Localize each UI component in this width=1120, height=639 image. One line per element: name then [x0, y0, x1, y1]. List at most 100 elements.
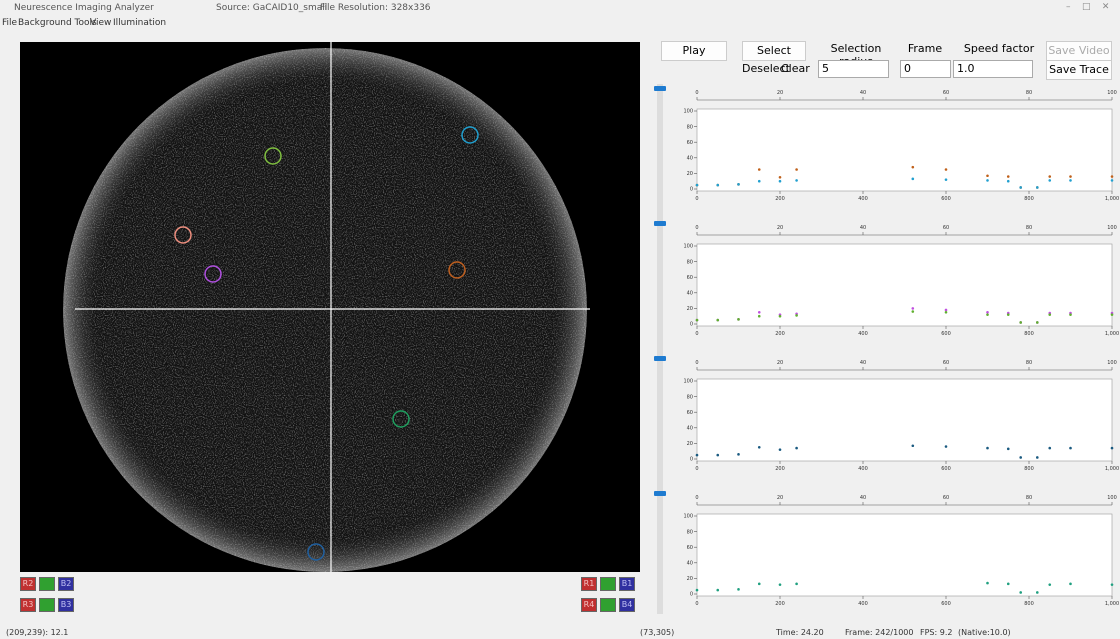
channel-button[interactable] — [39, 598, 55, 612]
cursor-readout: (209,239): 12.1 — [6, 628, 68, 637]
trace-point — [1019, 321, 1022, 324]
x-tick-label: 200 — [775, 196, 785, 202]
trace-point — [696, 319, 699, 322]
y-tick-label: 20 — [687, 441, 693, 447]
trace-point — [1069, 583, 1072, 586]
selection-radius-input[interactable]: 5 — [818, 60, 889, 78]
channel-button[interactable]: R2 — [20, 577, 36, 591]
channel-button[interactable] — [600, 577, 616, 591]
image-view[interactable] — [20, 42, 640, 572]
window-title: Neurescence Imaging Analyzer — [14, 3, 154, 13]
x-tick-label: 1,000 — [1105, 466, 1119, 472]
trace-point — [758, 315, 761, 318]
trace-point — [1036, 186, 1039, 189]
top-tick-label: 0 — [695, 225, 698, 231]
y-tick-label: 20 — [687, 171, 693, 177]
trace-point — [716, 589, 719, 592]
y-tick-label: 60 — [687, 140, 693, 146]
trace-point — [945, 445, 948, 448]
trace-point — [1007, 313, 1010, 316]
trace-point — [716, 184, 719, 187]
trace-point — [986, 179, 989, 182]
top-tick-label: 80 — [1026, 90, 1032, 96]
trace-point — [1069, 313, 1072, 316]
trace-point — [737, 588, 740, 591]
trace-point — [795, 179, 798, 182]
top-tick-label: 20 — [777, 360, 783, 366]
select-button[interactable]: Select — [742, 41, 806, 61]
top-tick-label: 80 — [1026, 360, 1032, 366]
frame-input[interactable]: 0 — [900, 60, 951, 78]
roi-readout: (73,305) — [640, 628, 674, 637]
trace-point — [1048, 583, 1051, 586]
native-fps-readout: (Native:10.0) — [958, 628, 1011, 637]
channel-button[interactable] — [600, 598, 616, 612]
trace-point — [758, 583, 761, 586]
trace-point — [945, 311, 948, 314]
trace-point — [945, 309, 948, 312]
channel-button[interactable]: B1 — [619, 577, 635, 591]
save-trace-button[interactable]: Save Trace — [1046, 60, 1112, 80]
top-tick-label: 60 — [943, 360, 949, 366]
channel-button[interactable] — [39, 577, 55, 591]
clear-button[interactable]: Clear — [781, 60, 805, 78]
trace-point — [1111, 583, 1114, 586]
trace-point — [1036, 591, 1039, 594]
speed-factor-label: Speed factor — [960, 42, 1038, 55]
channel-button[interactable]: R1 — [581, 577, 597, 591]
menu-item[interactable]: View — [90, 18, 111, 28]
x-tick-label: 600 — [941, 601, 951, 607]
y-tick-label: 0 — [690, 592, 693, 598]
trace-point — [696, 589, 699, 592]
trace-point — [1048, 175, 1051, 178]
trace-point — [1069, 175, 1072, 178]
x-tick-label: 0 — [695, 331, 698, 337]
trace-point — [795, 447, 798, 450]
frame-label: Frame — [900, 42, 950, 55]
speed-factor-input[interactable]: 1.0 — [953, 60, 1033, 78]
time-readout: Time: 24.20 — [776, 628, 824, 637]
y-tick-label: 80 — [687, 394, 693, 400]
trace-point — [779, 448, 782, 451]
trace-point — [1048, 179, 1051, 182]
menu-item[interactable]: File — [2, 18, 17, 28]
trace-point — [758, 446, 761, 449]
top-tick-label: 80 — [1026, 225, 1032, 231]
trace-point — [716, 454, 719, 457]
top-tick-label: 40 — [860, 360, 866, 366]
channel-button[interactable]: R3 — [20, 598, 36, 612]
deselect-button[interactable]: Deselect — [742, 60, 779, 78]
trace-point — [986, 447, 989, 450]
y-tick-label: 100 — [683, 109, 693, 115]
trace-point — [779, 315, 782, 318]
top-tick-label: 40 — [860, 225, 866, 231]
play-button[interactable]: Play — [661, 41, 727, 61]
trace-point — [1007, 448, 1010, 451]
plot-area — [697, 109, 1112, 191]
save-video-button[interactable]: Save Video — [1046, 41, 1112, 61]
menu-item[interactable]: Background Tools — [18, 18, 97, 28]
menu-item[interactable]: Illumination — [113, 18, 166, 28]
window-controls[interactable]: – □ ✕ — [1066, 2, 1109, 12]
trace-point — [795, 583, 798, 586]
trace-point — [1111, 313, 1114, 316]
x-tick-label: 600 — [941, 466, 951, 472]
channel-button[interactable]: R4 — [581, 598, 597, 612]
channel-button[interactable]: B3 — [58, 598, 74, 612]
fps-readout: FPS: 9.2 — [920, 628, 952, 637]
trace-point — [945, 168, 948, 171]
trace-point — [737, 183, 740, 186]
x-tick-label: 1,000 — [1105, 196, 1119, 202]
channel-button[interactable]: B4 — [619, 598, 635, 612]
top-tick-label: 60 — [943, 225, 949, 231]
top-tick-label: 20 — [777, 225, 783, 231]
y-tick-label: 80 — [687, 124, 693, 130]
y-tick-label: 20 — [687, 576, 693, 582]
y-tick-label: 40 — [687, 291, 693, 297]
channel-button[interactable]: B2 — [58, 577, 74, 591]
x-tick-label: 1,000 — [1105, 601, 1119, 607]
trace-point — [912, 166, 915, 169]
trace-point — [912, 178, 915, 181]
y-tick-label: 100 — [683, 379, 693, 385]
